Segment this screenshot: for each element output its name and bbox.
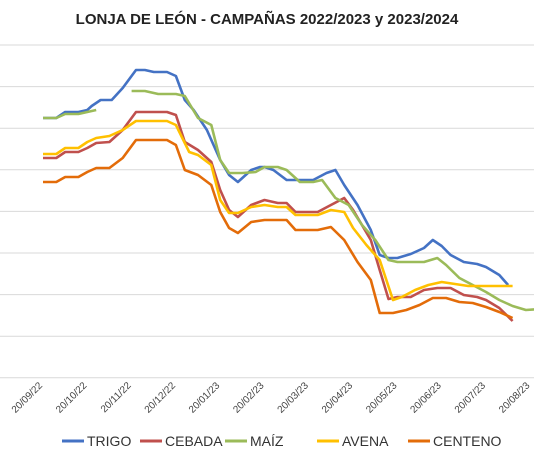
series-line-centeno <box>43 138 514 320</box>
series-lines <box>43 68 534 322</box>
x-tick-label: 20/01/23 <box>187 380 223 416</box>
series-line-maíz <box>131 89 534 312</box>
x-tick-label: 20/09/22 <box>10 380 46 416</box>
x-tick-label: 20/12/22 <box>143 380 179 416</box>
x-tick-label: 20/03/23 <box>276 380 312 416</box>
gridlines <box>0 44 534 379</box>
legend-label: AVENA <box>342 433 389 449</box>
x-tick-label: 20/04/23 <box>320 380 356 416</box>
series-line-maíz <box>43 108 97 120</box>
x-axis-ticks: 20/09/22 20/10/22 20/11/22 20/12/22 20/01/23… <box>10 380 533 416</box>
series-line-avena <box>43 119 513 302</box>
series-line-cebada <box>43 110 514 322</box>
legend-label: MAÍZ <box>250 433 284 449</box>
x-tick-label: 20/02/23 <box>231 380 267 416</box>
legend-label: CENTENO <box>433 433 502 449</box>
x-tick-label: 20/08/23 <box>497 380 533 416</box>
x-tick-label: 20/07/23 <box>453 380 489 416</box>
chart-title: LONJA DE LEÓN - CAMPAÑAS 2022/2023 y 202… <box>76 10 459 28</box>
x-tick-label: 20/10/22 <box>54 380 90 416</box>
legend-label: CEBADA <box>165 433 223 449</box>
legend-label: TRIGO <box>87 433 131 449</box>
x-tick-label: 20/11/22 <box>99 380 134 415</box>
x-tick-label: 20/06/23 <box>409 380 445 416</box>
x-tick-label: 20/05/23 <box>364 380 400 416</box>
legend: TRIGO CEBADA MAÍZ AVENA CENTENO <box>62 433 502 449</box>
